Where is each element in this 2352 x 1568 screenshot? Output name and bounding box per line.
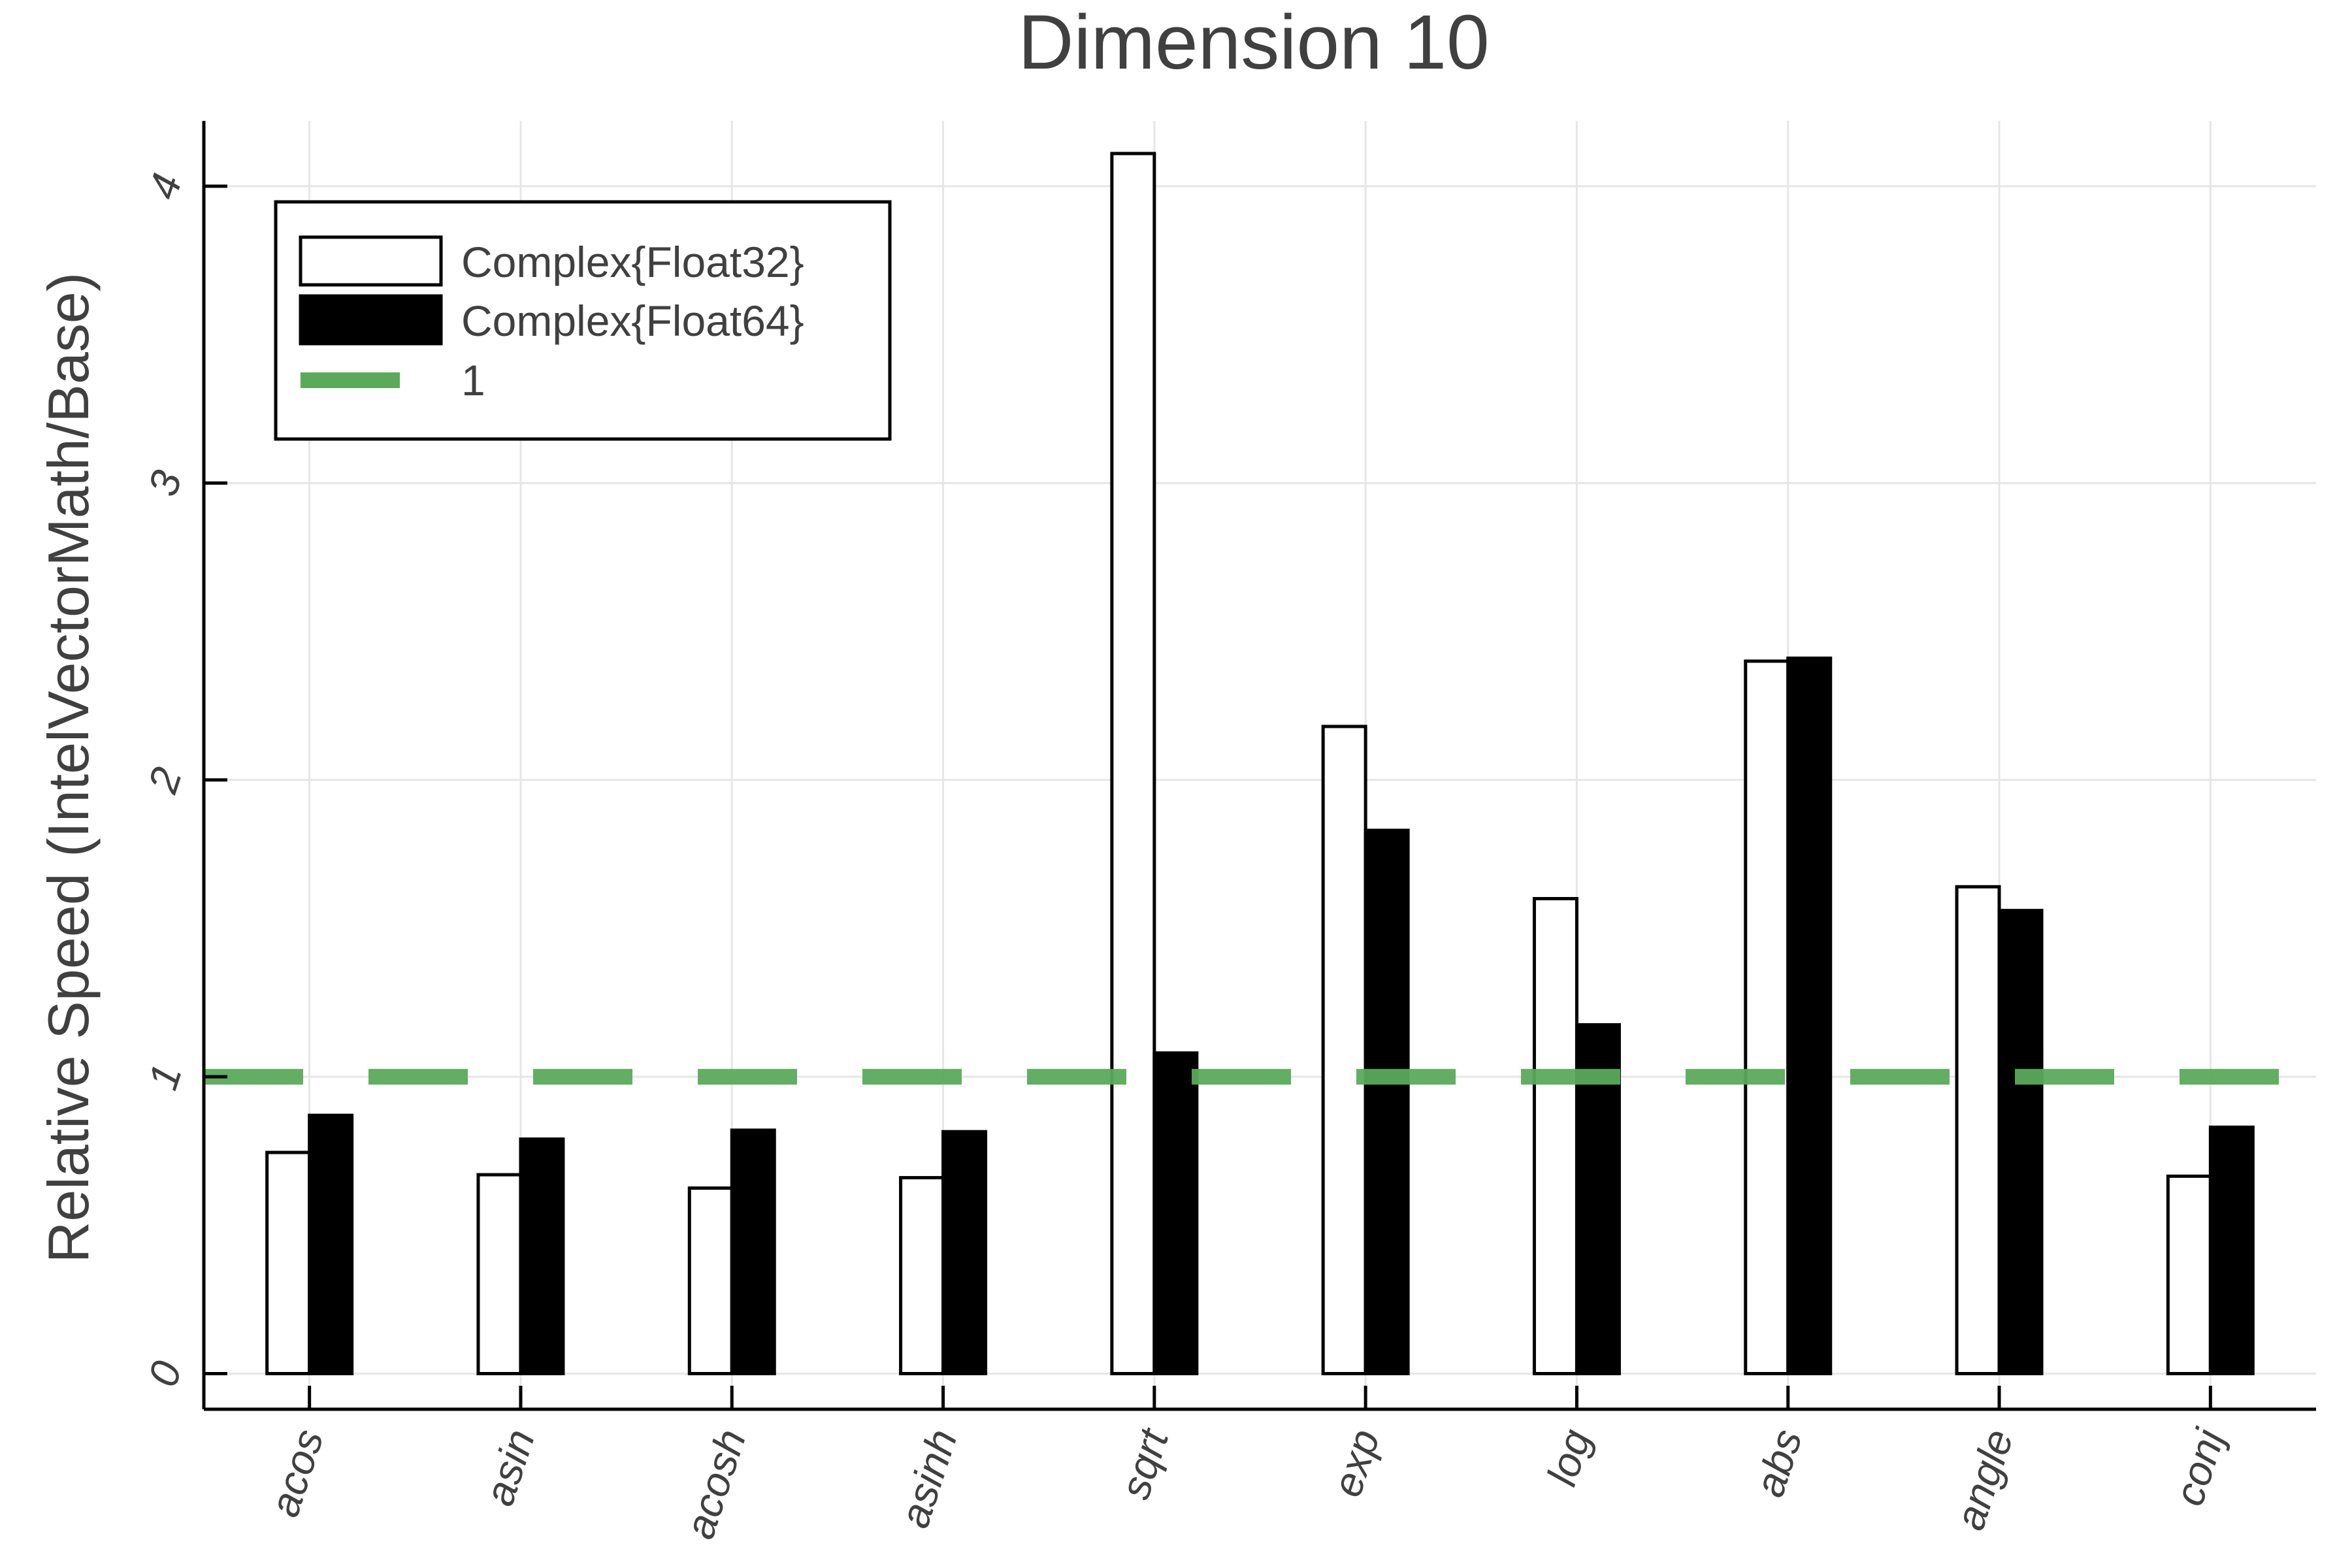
bar-series-1-acos: [265, 1151, 312, 1375]
bar-series-2-asinh: [941, 1130, 988, 1375]
bar-series-1-conj: [2166, 1174, 2212, 1375]
bar-series-2-acos: [308, 1113, 354, 1375]
bar-series-1-abs: [1744, 659, 1790, 1375]
bar-series-2-acosh: [730, 1128, 776, 1375]
bar-series-2-abs: [1786, 656, 1833, 1375]
y-axis-label: Relative Speed (IntelVectorMath/Base): [36, 272, 101, 1263]
legend-label-series-2: Complex{Float64}: [461, 297, 804, 345]
bar-series-1-log: [1532, 896, 1578, 1375]
bar-series-1-acosh: [687, 1186, 734, 1375]
bar-series-1-sqrt: [1110, 152, 1156, 1375]
bar-series-2-angle: [1997, 909, 2044, 1375]
bar-series-2-asin: [519, 1137, 565, 1375]
bar-series-1-asinh: [899, 1176, 945, 1375]
bar-series-2-conj: [2208, 1125, 2255, 1375]
legend-swatch-series-2: [299, 294, 443, 346]
axes: [202, 121, 2316, 1411]
legend-label-series-1: Complex{Float32}: [461, 238, 804, 286]
bar-series-2-exp: [1364, 828, 1410, 1375]
legend-swatch-series-1: [299, 235, 443, 287]
bar-series-1-exp: [1321, 725, 1367, 1375]
bar-series-2-sqrt: [1152, 1051, 1199, 1375]
bar-series-1-asin: [476, 1173, 523, 1375]
chart-title: Dimension 10: [1018, 0, 1489, 86]
legend: Complex{Float32} Complex{Float64} 1: [274, 200, 892, 441]
bar-series-1-angle: [1955, 885, 2001, 1375]
bars: [265, 152, 2255, 1375]
legend-label-reference-line: 1: [461, 356, 485, 404]
